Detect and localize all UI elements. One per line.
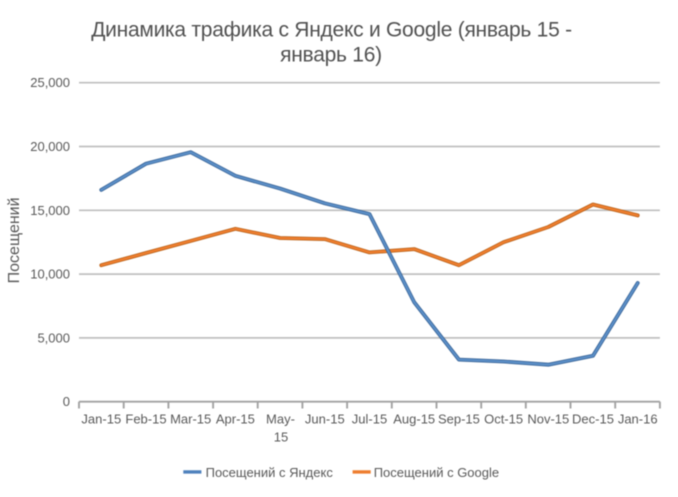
svg-text:20,000: 20,000 [30,139,70,154]
svg-text:15,000: 15,000 [30,203,70,218]
svg-text:Jul-15: Jul-15 [352,412,387,427]
svg-text:Jan-16: Jan-16 [618,412,658,427]
svg-text:Sep-15: Sep-15 [438,412,480,427]
svg-text:Посещений с Яндекс: Посещений с Яндекс [206,465,334,480]
svg-text:May-: May- [266,412,295,427]
svg-text:Apr-15: Apr-15 [216,412,255,427]
svg-text:январь 16): январь 16) [280,43,382,66]
svg-text:10,000: 10,000 [30,267,70,282]
svg-text:25,000: 25,000 [30,75,70,90]
svg-text:Feb-15: Feb-15 [125,412,166,427]
svg-text:Посещений с Google: Посещений с Google [374,465,499,480]
svg-text:Oct-15: Oct-15 [484,412,523,427]
svg-text:Aug-15: Aug-15 [393,412,435,427]
svg-text:Jan-15: Jan-15 [81,412,121,427]
svg-text:Jun-15: Jun-15 [305,412,345,427]
svg-text:Dec-15: Dec-15 [572,412,614,427]
svg-text:Mar-15: Mar-15 [170,412,211,427]
svg-text:15: 15 [274,430,288,445]
svg-text:Nov-15: Nov-15 [527,412,569,427]
svg-text:0: 0 [63,394,70,409]
svg-text:5,000: 5,000 [37,330,70,345]
svg-text:Динамика трафика с Яндекс и Go: Динамика трафика с Яндекс и Google (янва… [91,19,572,42]
svg-text:Посещений: Посещений [6,197,23,283]
